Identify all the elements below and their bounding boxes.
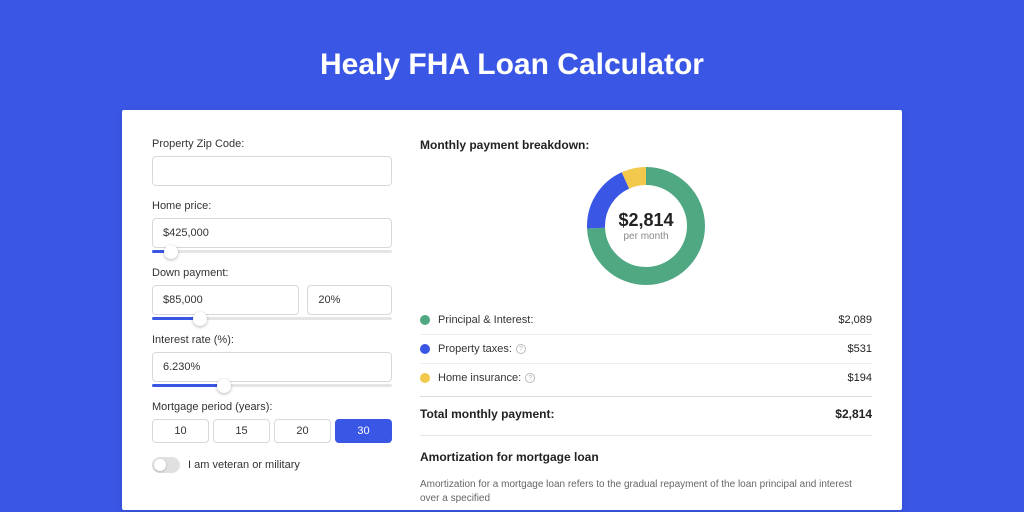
interest-rate-slider[interactable] [152,384,392,387]
interest-rate-input[interactable] [152,352,392,382]
calculator-card: Property Zip Code: Home price: Down paym… [122,110,902,510]
breakdown-row: Home insurance:?$194 [420,364,872,392]
info-icon[interactable]: ? [525,373,535,383]
legend-dot-icon [420,373,430,383]
down-payment-field-group: Down payment: [152,267,392,320]
legend-dot-icon [420,315,430,325]
form-column: Property Zip Code: Home price: Down paym… [152,138,392,510]
donut-center-sub: per month [623,231,668,242]
donut-chart-wrap: $2,814 per month [420,166,872,286]
total-value: $2,814 [835,407,872,421]
breakdown-column: Monthly payment breakdown: $2,814 per mo… [420,138,872,510]
total-row: Total monthly payment: $2,814 [420,396,872,435]
down-payment-amount-input[interactable] [152,285,299,315]
zip-field-group: Property Zip Code: [152,138,392,186]
breakdown-label: Home insurance:? [438,372,848,384]
breakdown-value: $2,089 [838,314,872,326]
amortization-title: Amortization for mortgage loan [420,450,872,464]
legend-dot-icon [420,344,430,354]
amortization-text: Amortization for a mortgage loan refers … [420,478,872,506]
breakdown-title: Monthly payment breakdown: [420,138,872,152]
veteran-toggle-row: I am veteran or military [152,457,392,473]
down-payment-slider-thumb[interactable] [193,312,207,326]
home-price-slider[interactable] [152,250,392,253]
breakdown-value: $531 [848,343,872,355]
down-payment-slider[interactable] [152,317,392,320]
donut-center-value: $2,814 [618,210,673,231]
interest-rate-field-group: Interest rate (%): [152,334,392,387]
breakdown-row: Principal & Interest:$2,089 [420,306,872,335]
breakdown-value: $194 [848,372,872,384]
page-title: Healy FHA Loan Calculator [0,0,1024,110]
period-button-20[interactable]: 20 [274,419,331,443]
period-label: Mortgage period (years): [152,401,392,413]
home-price-field-group: Home price: [152,200,392,253]
down-payment-label: Down payment: [152,267,392,279]
total-label: Total monthly payment: [420,407,554,421]
period-field-group: Mortgage period (years): 10152030 [152,401,392,443]
info-icon[interactable]: ? [516,344,526,354]
interest-rate-label: Interest rate (%): [152,334,392,346]
down-payment-percent-input[interactable] [307,285,392,315]
interest-rate-slider-thumb[interactable] [217,379,231,393]
veteran-toggle[interactable] [152,457,180,473]
home-price-input[interactable] [152,218,392,248]
home-price-slider-thumb[interactable] [164,245,178,259]
breakdown-label: Principal & Interest: [438,314,838,326]
veteran-label: I am veteran or military [188,459,300,471]
home-price-label: Home price: [152,200,392,212]
period-button-10[interactable]: 10 [152,419,209,443]
zip-input[interactable] [152,156,392,186]
amortization-section: Amortization for mortgage loan Amortizat… [420,435,872,506]
breakdown-row: Property taxes:?$531 [420,335,872,364]
breakdown-label: Property taxes:? [438,343,848,355]
zip-label: Property Zip Code: [152,138,392,150]
donut-chart: $2,814 per month [586,166,706,286]
period-button-15[interactable]: 15 [213,419,270,443]
period-button-30[interactable]: 30 [335,419,392,443]
toggle-knob-icon [154,459,166,471]
